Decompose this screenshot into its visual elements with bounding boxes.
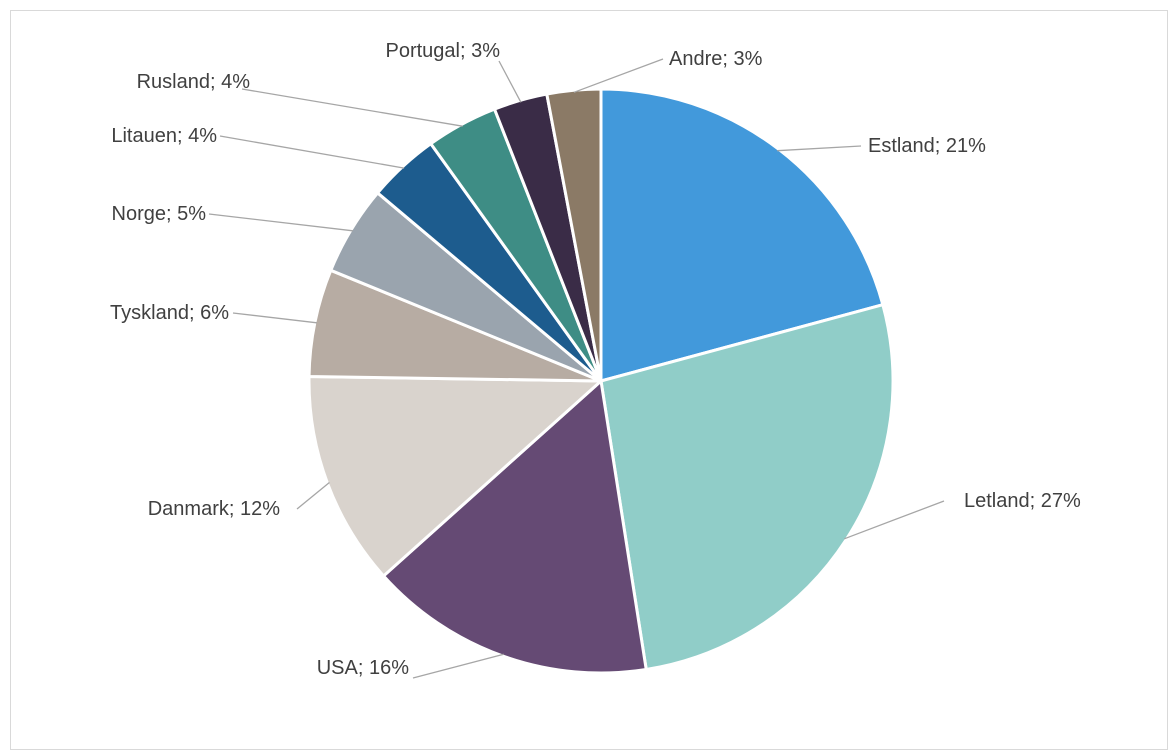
leader-line-usa (412, 653, 504, 679)
slice-label-estland: Estland; 21% (868, 135, 986, 157)
leader-line-danmark (296, 481, 330, 510)
leader-line-litauen (219, 135, 405, 169)
slice-label-andre: Andre; 3% (669, 48, 763, 70)
slice-label-norge: Norge; 5% (112, 203, 207, 225)
leader-line-tyskland (232, 312, 317, 324)
slice-labels: Estland; 21% Letland; 27% USA; 16% Danmark;… (110, 40, 1081, 679)
leader-line-rusland (241, 88, 463, 127)
chart-area: Estland; 21% Letland; 27% USA; 16% Danmark;… (10, 10, 1168, 750)
pie-slice-estland (599, 87, 885, 383)
slice-label-letland: Letland; 27% (964, 490, 1081, 512)
slice-label-usa: USA; 16% (317, 657, 409, 679)
leader-line-estland (777, 145, 862, 152)
pie-slice-letland (599, 303, 895, 671)
slice-label-danmark: Danmark; 12% (148, 498, 280, 520)
slice-label-tyskland: Tyskland; 6% (110, 302, 229, 324)
leader-line-letland (844, 500, 945, 540)
pie-chart: Estland; 21% Letland; 27% USA; 16% Danmark;… (110, 40, 1081, 679)
pie-slices (307, 87, 895, 675)
leader-lines (208, 58, 945, 679)
slice-label-portugal: Portugal; 3% (385, 40, 500, 62)
slice-label-rusland: Rusland; 4% (137, 71, 251, 93)
leader-line-norge (208, 213, 353, 232)
pie-slice-andre (545, 87, 603, 383)
leader-line-portugal (498, 60, 522, 103)
leader-line-andre (573, 58, 664, 93)
pie-slice-usa (382, 379, 648, 675)
slice-label-litauen: Litauen; 4% (111, 125, 217, 147)
